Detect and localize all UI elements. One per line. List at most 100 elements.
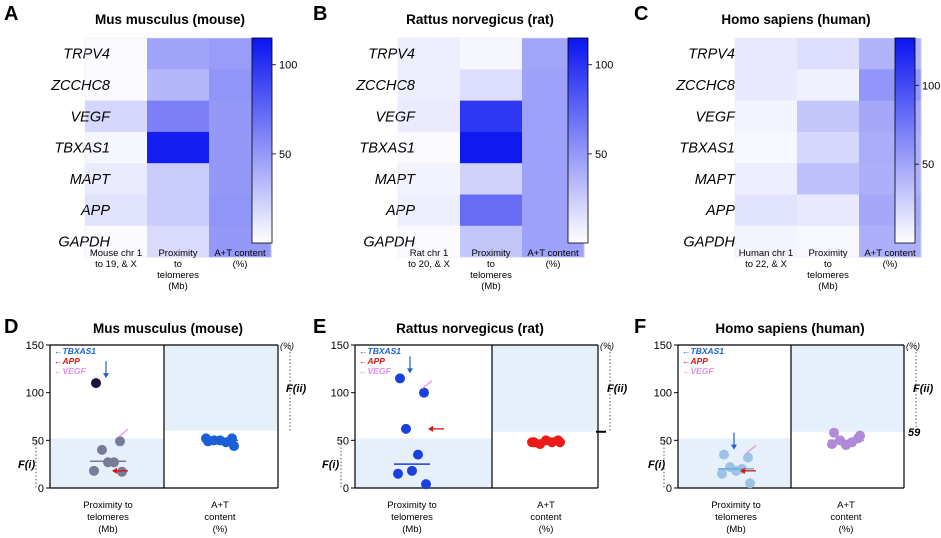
heatmap-cell <box>147 131 210 164</box>
column-label: to <box>824 259 832 270</box>
region-label-fii: F(ii) <box>913 383 933 395</box>
data-point <box>229 441 239 452</box>
category-label: (%) <box>213 524 228 535</box>
column-label: (%) <box>883 259 898 270</box>
data-point <box>117 466 127 477</box>
heatmap-cell <box>85 225 148 258</box>
y-tick-label: 150 <box>331 340 349 352</box>
scatter-panel-E: E Rattus norvegicus (rat) 0 50 100 150 F(i) F(i… <box>313 316 627 535</box>
gene-label: MAPT <box>70 172 111 188</box>
category-label: (Mb) <box>98 524 118 535</box>
panel-letter: C <box>634 3 648 25</box>
panel-title: Rattus norvegicus (rat) <box>406 12 554 27</box>
gene-label: TBXAS1 <box>679 141 735 157</box>
column-label: telomeres <box>470 270 512 281</box>
category-label: A+T <box>211 500 229 511</box>
arrowhead-tbxas1 <box>103 373 109 379</box>
data-point <box>841 440 851 451</box>
data-point <box>541 435 551 446</box>
gene-label: VEGF <box>696 109 737 125</box>
data-point <box>401 423 411 434</box>
gene-label: GAPDH <box>58 234 110 250</box>
legend-entry: ←APP <box>682 356 708 366</box>
data-point <box>731 465 741 476</box>
heatmap-cell <box>85 131 148 164</box>
gene-label: MAPT <box>375 172 416 188</box>
gene-label: TRPV4 <box>368 47 415 63</box>
column-label: (Mb) <box>168 281 188 292</box>
column-label: to 19, & X <box>95 259 137 270</box>
data-point <box>91 378 101 389</box>
column-label: A+T content <box>864 248 916 259</box>
heatmap-cell <box>797 100 860 133</box>
panel-title: Rattus norvegicus (rat) <box>396 321 544 336</box>
category-label: telomeres <box>391 512 433 523</box>
arrowhead-tbxas1 <box>731 444 737 450</box>
heatmap-cell <box>398 194 461 227</box>
region-fi-shade <box>355 438 492 488</box>
panel-letter: D <box>4 316 18 338</box>
heatmap-cell <box>147 163 210 195</box>
y-tick-label: 100 <box>26 388 44 400</box>
column-label: Proximity <box>471 248 510 259</box>
gene-label: APP <box>385 203 415 219</box>
data-point <box>115 436 125 447</box>
heatmap-cell <box>460 163 523 195</box>
arrowhead-app <box>740 467 745 474</box>
heatmap-cell <box>797 131 860 164</box>
data-point <box>201 433 211 444</box>
colorbar <box>567 37 589 244</box>
legend-entry: ←APP <box>54 356 80 366</box>
category-label: (%) <box>539 524 554 535</box>
region-label-percent: (%) <box>600 341 614 351</box>
gene-label: TRPV4 <box>63 47 110 63</box>
heatmap-cell <box>460 100 523 133</box>
data-point <box>745 478 755 489</box>
heatmap-cell <box>85 194 148 227</box>
category-label: Proximity to <box>83 500 133 511</box>
heatmap-cell <box>147 100 210 133</box>
heatmap-panel-C: C Homo sapiens (human) TRPV4 ZCCHC8 VEGF TBXA… <box>634 3 940 292</box>
heatmap-cell <box>735 38 798 70</box>
gene-label: ZCCHC8 <box>675 78 735 94</box>
data-point <box>829 427 839 438</box>
column-label: (Mb) <box>481 281 501 292</box>
colorbar-tick-label: 100 <box>595 60 613 72</box>
y-tick-label: 100 <box>654 388 672 400</box>
column-label: Rat chr 1 <box>410 248 449 259</box>
gene-label: ZCCHC8 <box>50 78 110 94</box>
category-label: telomeres <box>87 512 129 523</box>
region-label-percent: (%) <box>280 341 294 351</box>
heatmap-cell <box>85 100 148 133</box>
legend-entry: ←VEGF <box>54 366 86 376</box>
panel-letter: A <box>4 3 18 25</box>
heatmap-cell <box>797 194 860 227</box>
arrowhead-tbxas1 <box>407 368 413 374</box>
heatmap-cell <box>398 225 461 258</box>
colorbar-tick-label: 50 <box>595 149 607 161</box>
column-label: Proximity <box>808 248 847 259</box>
gene-label: VEGF <box>376 109 417 125</box>
threshold-label: 59 <box>908 427 921 439</box>
colorbar-tick-label: 50 <box>922 159 934 171</box>
data-point <box>743 452 753 463</box>
gene-label: VEGF <box>71 109 112 125</box>
y-tick-label: 0 <box>343 483 349 495</box>
region-label-fi: F(i) <box>322 459 339 471</box>
y-tick-label: 50 <box>337 435 349 447</box>
category-label: Proximity to <box>711 500 761 511</box>
legend-entry: ←APP <box>359 356 385 366</box>
column-label: telomeres <box>807 270 849 281</box>
data-point <box>393 468 403 479</box>
column-label: to 22, & X <box>745 259 787 270</box>
arrowhead-app <box>112 467 117 474</box>
data-point <box>97 444 107 455</box>
y-tick-label: 150 <box>26 340 44 352</box>
gene-label: APP <box>705 203 735 219</box>
heatmap-cell <box>460 38 523 70</box>
heatmap-cell <box>735 100 798 133</box>
y-tick-label: 50 <box>660 435 672 447</box>
colorbar-tick-label: 100 <box>279 60 297 72</box>
heatmap-cell <box>797 69 860 102</box>
